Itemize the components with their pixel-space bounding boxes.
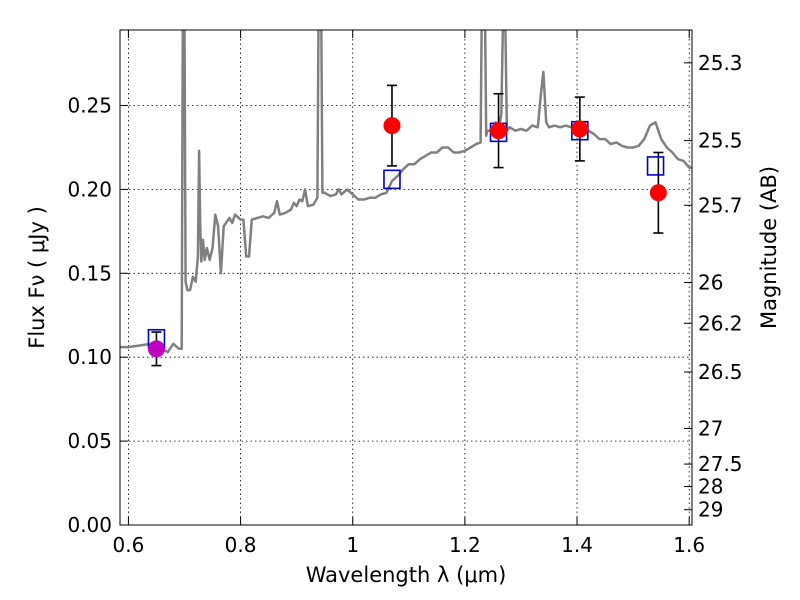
mag-tick-label: 27.5 (698, 452, 743, 476)
mag-tick-label: 29 (698, 498, 723, 522)
mag-tick-label: 26.2 (698, 311, 743, 335)
x-tick-label: 1.4 (561, 533, 593, 557)
model-square (646, 156, 665, 176)
grid (120, 30, 692, 526)
mag-tick-label: 25.3 (698, 51, 743, 75)
mag-tick-label: 25.5 (698, 129, 743, 153)
x-tick-label: 0.8 (225, 533, 257, 557)
x-tick-label: 1.2 (449, 533, 481, 557)
mag-tick-label: 26 (698, 270, 723, 294)
observed-point (649, 184, 667, 202)
plot-frame (119, 29, 693, 526)
plot-area (120, 30, 692, 367)
x-tick-label: 1 (346, 533, 359, 557)
observed-point (490, 122, 508, 140)
x-axis-label: Wavelength λ (μm) (306, 563, 507, 587)
y-tick-label: 0.20 (67, 177, 112, 201)
y-axis-label: Flux Fν ( μJy ) (25, 206, 49, 349)
observed-point (147, 340, 165, 358)
mag-tick-label: 28 (698, 475, 723, 499)
right-axis-label: Magnitude (AB) (757, 166, 781, 329)
mag-tick-label: 26.5 (698, 360, 743, 384)
observed-point (571, 120, 589, 138)
y-tick-label: 0.05 (67, 429, 112, 453)
spectrum-line (120, 30, 692, 354)
y-tick-label: 0.15 (67, 261, 112, 285)
y-tick-label: 0.25 (67, 94, 112, 118)
y-tick-label: 0.00 (67, 513, 112, 537)
axis-ticks: 0.6 0.8 1 1.2 1.4 1.6 0.00 0.05 0.10 0.15 0.20 0.25… (67, 30, 743, 557)
y-tick-label: 0.10 (67, 345, 112, 369)
model-square (383, 169, 401, 190)
x-tick-label: 0.6 (113, 533, 145, 557)
mag-tick-label: 25.7 (698, 193, 743, 217)
observed-point (383, 117, 401, 135)
mag-tick-label: 27 (698, 416, 723, 440)
x-tick-label: 1.6 (673, 533, 705, 557)
